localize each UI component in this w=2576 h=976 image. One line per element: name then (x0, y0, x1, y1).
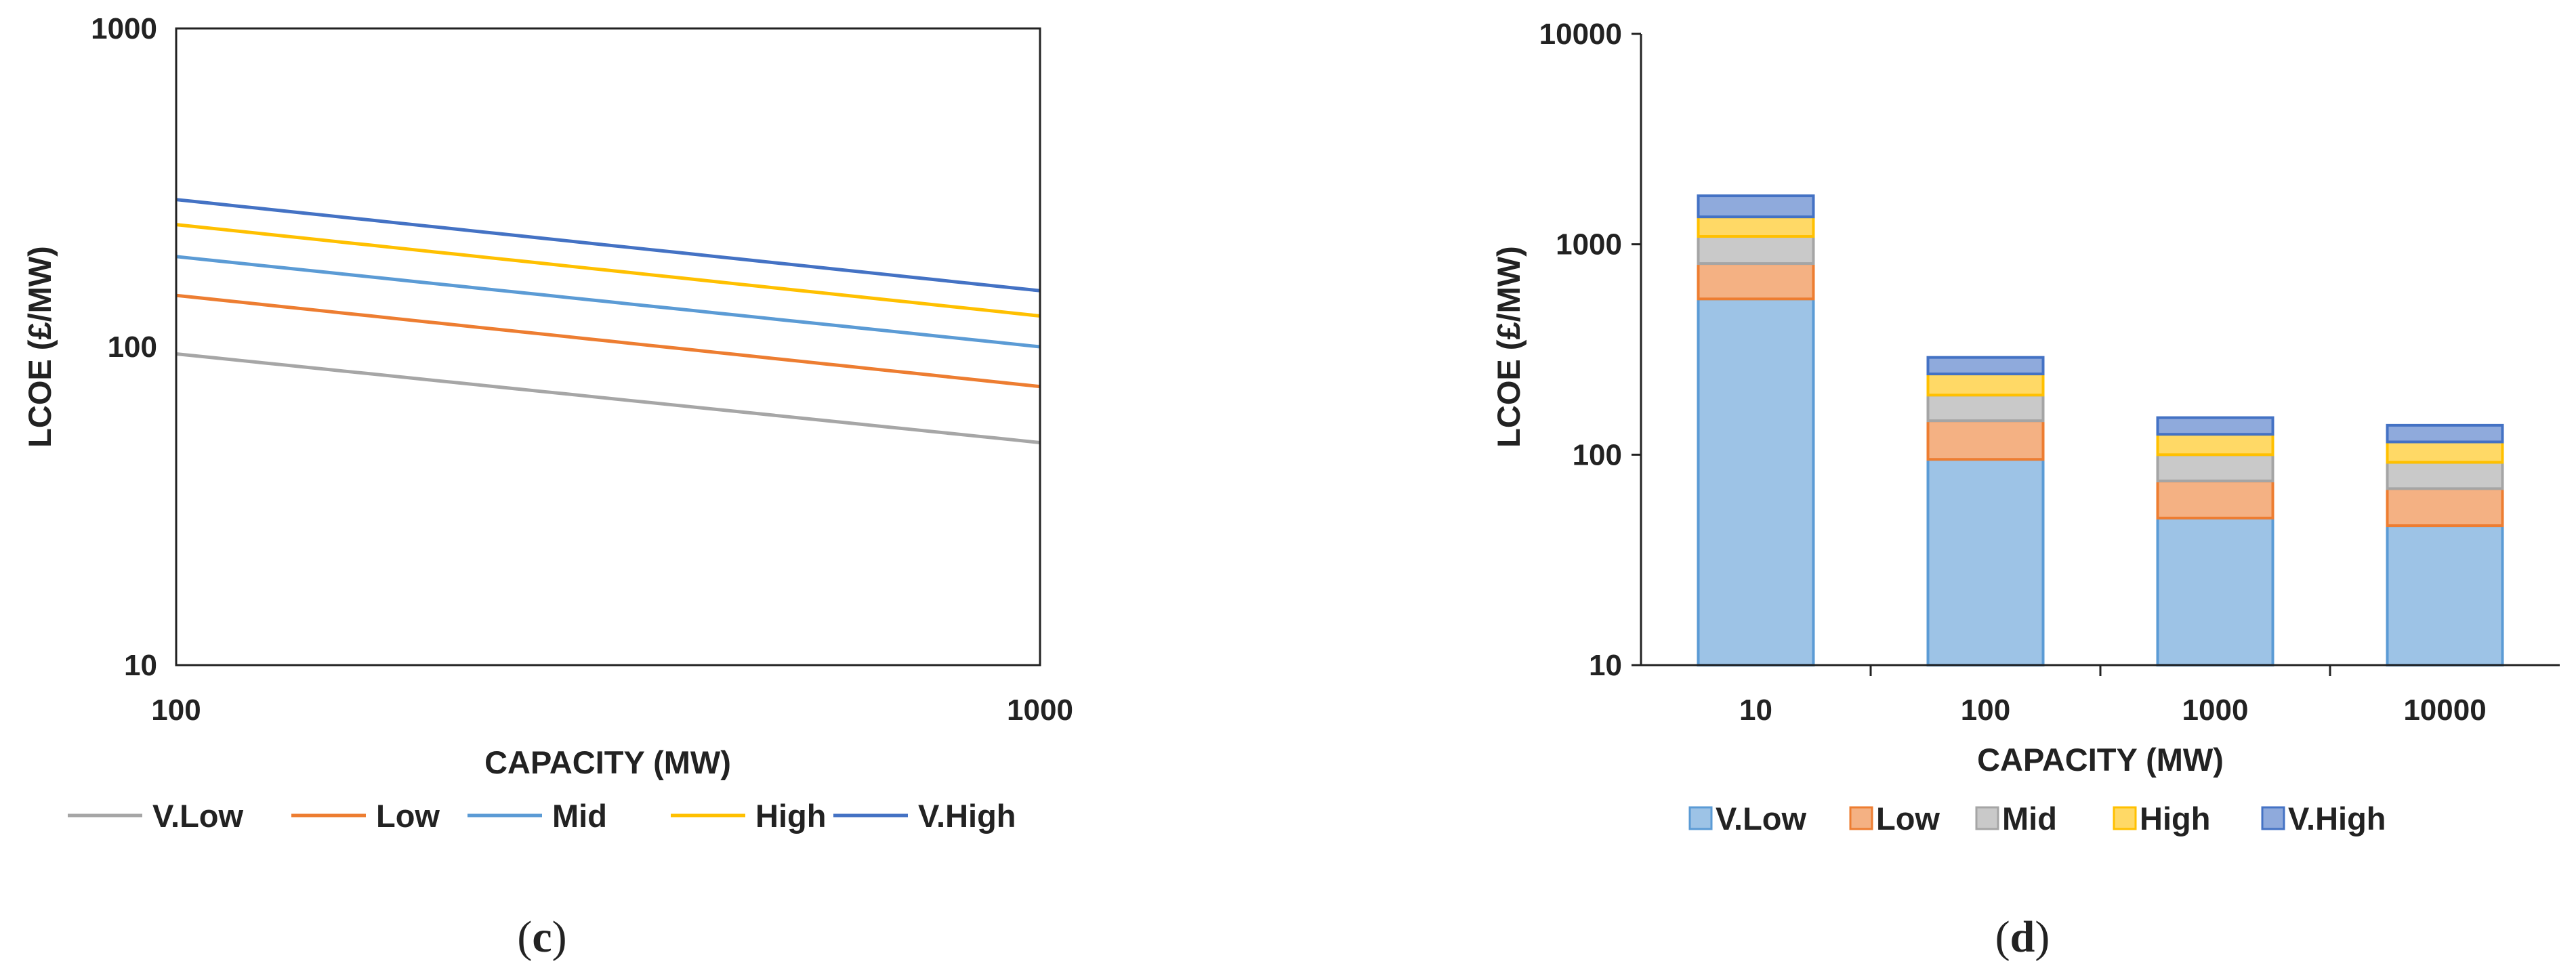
x-tick-label: 100 (151, 694, 201, 727)
legend-label: Mid (2002, 801, 2057, 836)
bar-segment-mid (2386, 461, 2504, 490)
y-tick-label: 100 (108, 331, 157, 364)
legend-swatch (2261, 806, 2285, 830)
bar-segment-mid (1697, 235, 1815, 266)
bar-segment-vhigh (2386, 423, 2504, 444)
panel-caption: (c) (517, 912, 566, 962)
bar-segment-mid (1926, 394, 2045, 423)
panel-c-line-chart: 10 100 1000 100 1000 LCOE (£/MW) CAPACITY (… (22, 12, 1073, 962)
y-axis-label: LCOE (£/MW) (22, 246, 58, 448)
legend-label: V.Low (152, 798, 244, 834)
legend-swatch (2113, 806, 2137, 830)
x-axis-label: CAPACITY (MW) (484, 744, 731, 780)
y-tick-label: 10 (1589, 649, 1622, 682)
legend-swatch (1688, 806, 1713, 830)
bar-segment-mid (2156, 453, 2274, 483)
x-axis-label: CAPACITY (MW) (1977, 742, 2224, 778)
y-tick-label: 1000 (1556, 228, 1622, 261)
legend: V.Low Low Mid High V.High (68, 798, 1016, 834)
legend: V.Low Low Mid High V.High (1688, 801, 2386, 836)
bar-segment-high (1926, 373, 2045, 397)
y-tick-label: 10000 (1539, 18, 1622, 51)
series-line-low (175, 293, 1041, 389)
panel-caption: (d) (1995, 912, 2050, 962)
bar-segment-low (1697, 262, 1815, 301)
series-line-mid (175, 255, 1041, 349)
x-tick-label: 1000 (1007, 694, 1073, 727)
legend-label: Low (376, 798, 440, 834)
x-tick-label: 10 (1739, 694, 1772, 727)
legend-label: Mid (552, 798, 607, 834)
y-tick-label: 10 (124, 649, 157, 682)
x-tick-label: 10000 (2403, 694, 2486, 727)
y-axis-label: LCOE (£/MW) (1491, 246, 1526, 448)
bar-segment-low (1926, 419, 2045, 461)
legend-label: V.High (2288, 801, 2386, 836)
y-tick-label: 100 (1573, 438, 1622, 471)
bar-segment-low (2386, 487, 2504, 528)
plot-area-frame (175, 27, 1041, 666)
x-tick-label: 100 (1961, 694, 2010, 727)
bar-segment-vlow (1926, 458, 2045, 666)
bar-segment-vlow (2386, 524, 2504, 666)
bar-segment-vhigh (2156, 416, 2274, 436)
bar-segment-high (1697, 215, 1815, 238)
legend-label: V.High (918, 798, 1016, 834)
bar-segment-vhigh (1697, 194, 1815, 219)
series-line-vlow (175, 352, 1041, 444)
legend-swatch (1849, 806, 1873, 830)
panel-d-stacked-bar-chart: 10 100 1000 10000 10 100 1000 10000 LCOE (£/MW… (1491, 18, 2560, 962)
bar-segment-vlow (2156, 516, 2274, 667)
x-tick-label: 1000 (2182, 694, 2249, 727)
series-line-high (175, 223, 1041, 318)
bar-segment-vhigh (1926, 356, 2045, 376)
legend-label: High (2140, 801, 2210, 836)
y-tick-label: 1000 (91, 12, 157, 45)
series-line-vhigh (175, 198, 1041, 293)
bar-segment-high (2156, 433, 2274, 457)
legend-swatch (1975, 806, 1999, 830)
bar-segment-low (2156, 480, 2274, 519)
legend-label: Low (1876, 801, 1940, 836)
bar-segment-vlow (1697, 297, 1815, 666)
bar-segment-high (2386, 440, 2504, 464)
legend-label: High (755, 798, 826, 834)
legend-label: V.Low (1716, 801, 1807, 836)
